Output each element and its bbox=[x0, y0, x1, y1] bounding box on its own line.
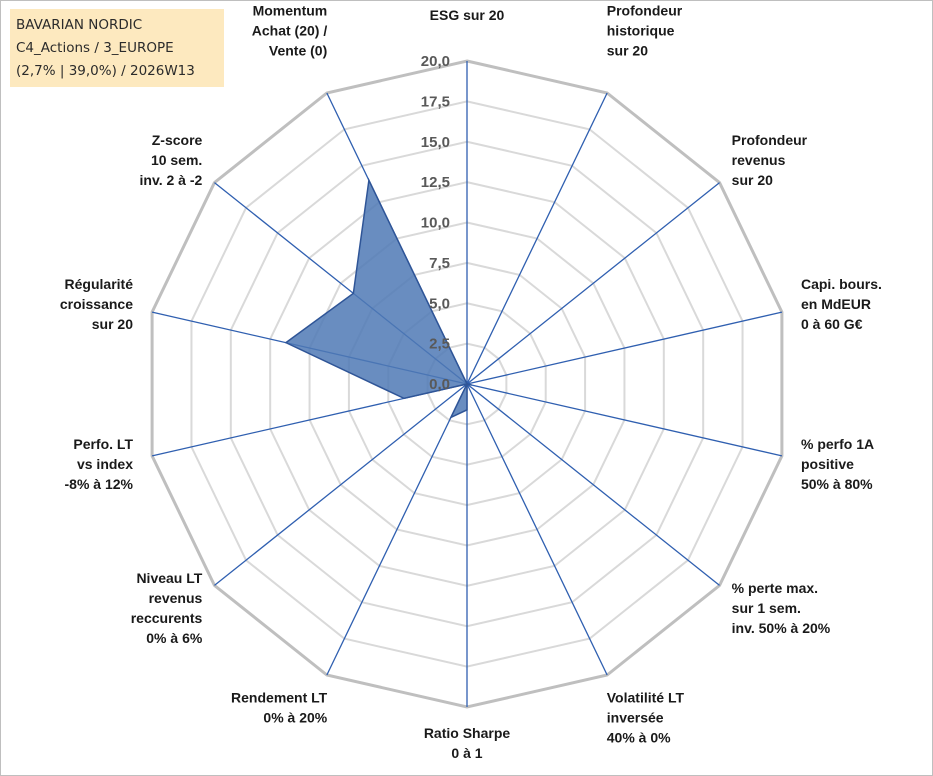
category-label-line: ESG sur 20 bbox=[430, 7, 505, 23]
category-label-line: sur 20 bbox=[732, 172, 773, 188]
category-label-line: 0% à 20% bbox=[263, 709, 327, 725]
category-label-line: Capi. bours. bbox=[801, 276, 882, 292]
axis-line-4 bbox=[466, 383, 783, 457]
category-label-3: Capi. bours. en MdEUR 0 à 60 G€ bbox=[801, 276, 882, 332]
category-label-line: revenus bbox=[149, 590, 203, 606]
category-label-line: Profondeur bbox=[732, 132, 808, 148]
category-label-line: inversée bbox=[607, 709, 664, 725]
tick-labels: 0,0 2,5 5,0 7,5 10,0 12,5 15,0 17,5 20,0 bbox=[421, 53, 450, 393]
category-label-line: sur 20 bbox=[607, 43, 648, 59]
category-label-line: Rendement LT bbox=[231, 689, 328, 705]
category-labels: Note ESG sur 20 Profondeur historique sur 20… bbox=[60, 0, 882, 761]
info-title: BAVARIAN NORDIC bbox=[16, 17, 143, 33]
category-label-7: Ratio Sharpe 0 à 1 bbox=[424, 725, 511, 761]
tick-label: 5,0 bbox=[429, 295, 450, 312]
category-label-line: en MdEUR bbox=[801, 296, 871, 312]
tick-label: 0,0 bbox=[429, 376, 450, 393]
category-label-line: -8% à 12% bbox=[65, 476, 134, 492]
axis-line-6 bbox=[466, 383, 608, 676]
category-label-line: Achat (20) / bbox=[252, 23, 328, 39]
axis-line-8 bbox=[326, 383, 468, 676]
category-label-2: Profondeur revenus sur 20 bbox=[732, 132, 808, 188]
category-label-line: 40% à 0% bbox=[607, 729, 671, 745]
tick-label: 10,0 bbox=[421, 215, 450, 232]
category-label-line: 0% à 6% bbox=[146, 630, 203, 646]
info-category: C4_Actions / 3_EUROPE bbox=[16, 40, 174, 56]
category-label-line: 10 sem. bbox=[151, 152, 202, 168]
category-label-11: Régularité croissance sur 20 bbox=[60, 276, 133, 332]
category-label-line: Perfo. LT bbox=[73, 436, 133, 452]
tick-label: 7,5 bbox=[429, 255, 450, 272]
category-label-line: 0 à 60 G€ bbox=[801, 316, 863, 332]
series-area bbox=[284, 177, 472, 420]
category-label-line: vs index bbox=[77, 456, 133, 472]
category-label-10: Perfo. LT vs index -8% à 12% bbox=[65, 436, 134, 492]
category-label-line: Profondeur bbox=[607, 3, 683, 19]
category-label-line: historique bbox=[607, 23, 675, 39]
category-label-line: positive bbox=[801, 456, 854, 472]
category-label-1: Profondeur historique sur 20 bbox=[607, 3, 683, 59]
category-label-line: Ratio Sharpe bbox=[424, 725, 511, 741]
category-label-0: Note ESG sur 20 bbox=[430, 0, 505, 23]
category-label-line: Momentum bbox=[253, 3, 328, 19]
category-label-12: Z-score 10 sem. inv. 2 à -2 bbox=[140, 132, 203, 188]
category-label-line: Régularité bbox=[65, 276, 134, 292]
category-label-6: Volatilité LT inversée 40% à 0% bbox=[607, 689, 685, 745]
category-label-line: Vente (0) bbox=[269, 43, 327, 59]
category-label-line: croissance bbox=[60, 296, 133, 312]
category-label-line: 0 à 1 bbox=[451, 745, 482, 761]
tick-label: 20,0 bbox=[421, 53, 450, 70]
axis-line-1 bbox=[466, 92, 608, 385]
category-label-line: % perte max. bbox=[732, 580, 818, 596]
category-label-line: inv. 2 à -2 bbox=[140, 172, 203, 188]
category-label-9: Niveau LT revenus reccurents 0% à 6% bbox=[131, 570, 203, 646]
category-label-13: Momentum Achat (20) / Vente (0) bbox=[252, 3, 328, 59]
axis-line-5 bbox=[466, 383, 720, 586]
category-label-line: % perfo 1A bbox=[801, 436, 874, 452]
category-label-line: sur 1 sem. bbox=[732, 600, 801, 616]
category-label-line: inv. 50% à 20% bbox=[732, 620, 831, 636]
info-stats: (2,7% | 39,0%) / 2026W13 bbox=[16, 63, 195, 79]
tick-label: 12,5 bbox=[421, 174, 450, 191]
category-label-5: % perte max. sur 1 sem. inv. 50% à 20% bbox=[732, 580, 831, 636]
category-label-line: reccurents bbox=[131, 610, 203, 626]
series-polygon-0 bbox=[284, 177, 472, 420]
category-label-line: 50% à 80% bbox=[801, 476, 873, 492]
category-label-4: % perfo 1A positive 50% à 80% bbox=[801, 436, 874, 492]
category-label-line: Volatilité LT bbox=[607, 689, 685, 705]
tick-label: 15,0 bbox=[421, 134, 450, 151]
info-box: BAVARIAN NORDIC C4_Actions / 3_EUROPE (2… bbox=[10, 9, 224, 87]
category-label-8: Rendement LT 0% à 20% bbox=[231, 689, 328, 725]
category-label-line: revenus bbox=[732, 152, 786, 168]
axis-line-2 bbox=[466, 182, 720, 385]
axis-line-9 bbox=[214, 383, 468, 586]
category-label-line: sur 20 bbox=[92, 316, 133, 332]
category-label-line: Z-score bbox=[152, 132, 203, 148]
axis-line-3 bbox=[466, 311, 783, 385]
category-label-line: Niveau LT bbox=[136, 570, 202, 586]
category-label-line: Note bbox=[451, 0, 482, 3]
tick-label: 17,5 bbox=[421, 93, 450, 110]
tick-label: 2,5 bbox=[429, 336, 450, 353]
